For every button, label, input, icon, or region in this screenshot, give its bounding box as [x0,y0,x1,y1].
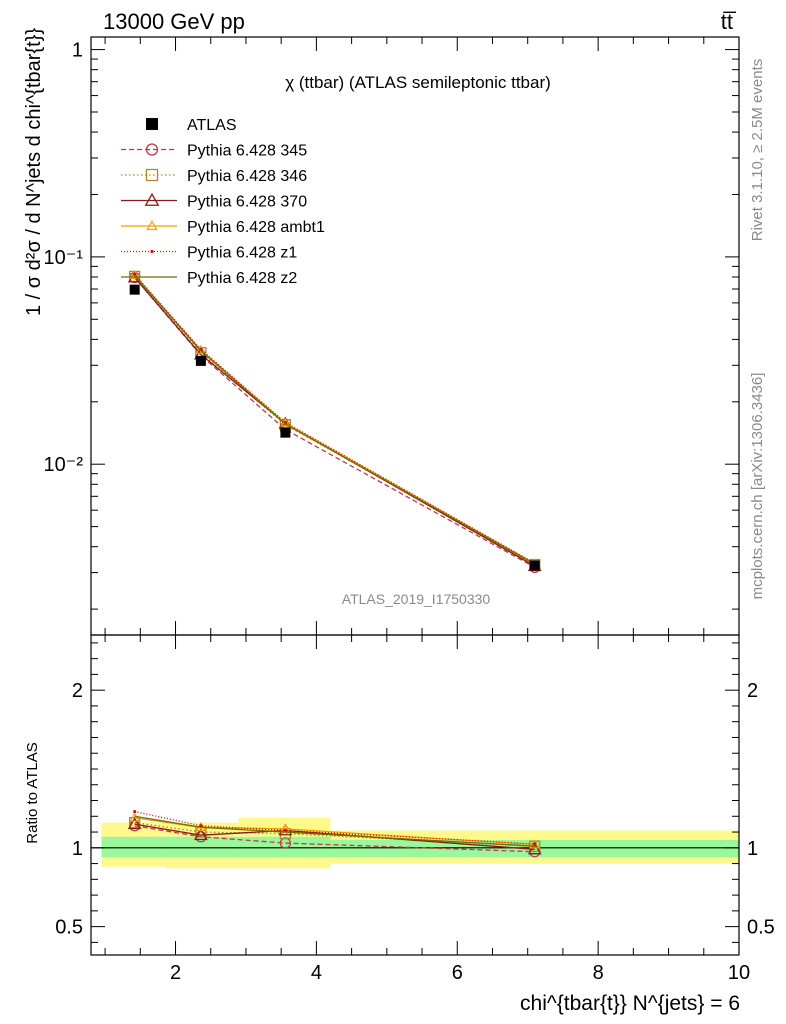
ratio-panel [91,809,739,869]
main-series-line-2 [134,275,536,566]
ratio-y-tick-label: 2 [72,680,83,702]
ratio-series-line-1 [134,825,535,853]
ratio-series-5-point-0 [133,809,137,814]
legend-label: ATLAS [187,117,237,134]
legend-entry: Pythia 6.428 z1 [121,245,297,262]
legend-marker [146,220,158,231]
main-ylabel-text: 1 / σ d²σ / d N^jets d chi^{tbar{t}} [23,28,45,316]
main-y-tick-label: 10⁻¹ [44,247,84,269]
legend-marker [145,168,159,182]
legend-marker [144,192,160,206]
x-tick-label: 6 [452,962,463,984]
legend-entry: ATLAS [146,117,237,134]
ratio-series-line-6 [134,815,535,847]
main-panel [127,269,542,573]
x-tick-label: 2 [170,962,181,984]
ratio-series-3-point-0 [127,817,142,830]
legend-label: Pythia 6.428 346 [187,168,307,185]
main-series-5-point-0 [133,272,137,276]
stat-uncertainty-band-3 [330,839,739,858]
legend-label: Pythia 6.428 z2 [187,270,297,287]
process-label: tt̅ [721,9,737,34]
legend-entry: Pythia 6.428 ambt1 [121,219,325,236]
legend-entry: Pythia 6.428 345 [121,143,307,160]
legend-label: Pythia 6.428 370 [187,194,307,211]
atlas-data-point-3 [529,560,540,571]
tick-labels: 1 10⁻¹ 10⁻² 0.5 0.5 1 1 2 2 2 4 6 8 10 [44,40,775,984]
ratio-series-4-point-0 [129,812,140,822]
main-title: χ (ttbar) (ATLAS semileptonic ttbar) [285,73,551,92]
ratio-series-line-4 [134,817,535,846]
ratio-series-3-point-1 [194,828,208,841]
x-axis-label: chi^{tbar{t}} N^{jets} = 6 [520,992,740,1015]
legend-entry: Pythia 6.428 346 [121,168,307,185]
main-ylabel: 1 / σ d²σ / d N^jets d chi^{tbar{t}} [23,28,45,316]
x-tick-label: 10 [728,962,750,984]
stat-uncertainty-band-2 [238,836,331,858]
ratio-series-5-point-3 [533,842,537,846]
ratio-series-5-point-2 [283,828,287,833]
energy-label: 13000 GeV pp [103,9,245,34]
stat-uncertainty-band-1 [164,836,239,858]
stat-uncertainty-band-0 [101,836,165,858]
main-y-tick-label: 10⁻² [44,454,84,476]
ratio-panel-frame [90,634,740,956]
ratio-ylabel: Ratio to ATLAS [24,742,41,843]
main-series-line-1 [134,277,536,568]
atlas-data-point-1 [195,355,206,366]
ratio-y-tick-label-right: 2 [747,680,758,702]
legend-label: Pythia 6.428 z1 [187,245,297,262]
main-series-line-6 [134,275,536,565]
axis-ticks [91,37,740,955]
ratio-y-tick-label: 0.5 [55,917,83,939]
legend-entry: Pythia 6.428 z2 [121,270,297,287]
ratio-y-tick-label: 1 [72,838,83,860]
x-tick-label: 8 [593,962,604,984]
atlas-data-point-0 [129,284,140,295]
ratio-y-tick-label-right: 1 [747,838,758,860]
atlas-data-point-2 [280,427,291,438]
main-series-line-5 [134,273,536,564]
legend-marker [150,249,154,254]
x-tick-label: 4 [311,962,322,984]
legend-marker [145,143,159,156]
legend-marker [146,118,158,130]
ratio-series-line-3 [134,823,535,851]
main-series-line-4 [134,274,536,565]
ratio-y-tick-label-right: 0.5 [747,917,775,939]
analysis-watermark: ATLAS_2019_I1750330 [342,591,491,607]
main-series-line-3 [134,277,536,567]
main-y-tick-label: 1 [72,40,83,62]
ratio-ylabel-text: Ratio to ATLAS [24,742,41,843]
legend: ATLAS Pythia 6.428 345 Pythia 6.428 346 Pyt… [121,117,325,287]
legend-label: Pythia 6.428 ambt1 [187,219,325,236]
legend-entry: Pythia 6.428 370 [121,192,307,211]
legend-label: Pythia 6.428 345 [187,143,307,160]
main-series-4-point-1 [195,344,207,354]
ratio-series-line-5 [134,810,535,845]
rivet-label: Rivet 3.1.10, ≥ 2.5M events [749,59,766,242]
main-series-4-point-0 [129,269,140,280]
mcplots-label: mcplots.cern.ch [arXiv:1306.3436] [749,373,766,600]
ratio-series-3-point-3 [527,842,542,855]
